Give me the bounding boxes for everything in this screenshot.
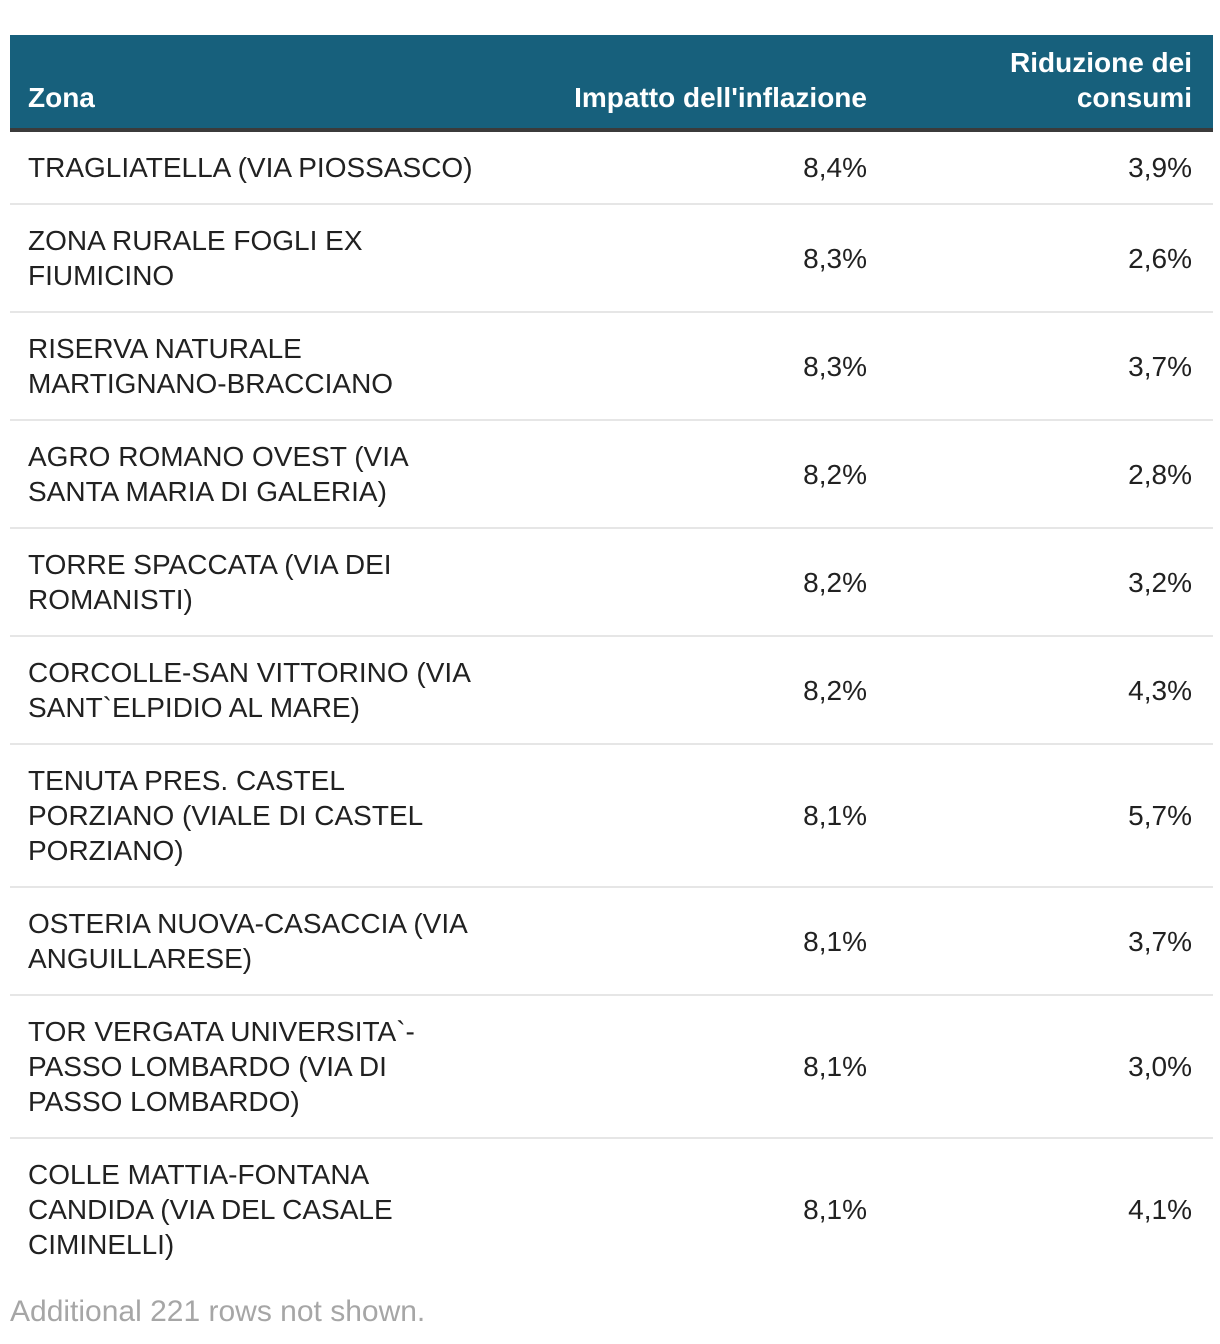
consumption-reduction-cell: 3,2% bbox=[1128, 566, 1192, 598]
zone-name-cell: OSTERIA NUOVA-CASACCIA (VIA ANGUILLARESE… bbox=[28, 908, 467, 974]
zone-name-cell: TENUTA PRES. CASTEL PORZIANO (VIALE DI C… bbox=[28, 765, 423, 866]
table-row: TORRE SPACCATA (VIA DEI ROMANISTI) 8,2% 3,… bbox=[10, 528, 1213, 636]
consumption-reduction-cell: 4,3% bbox=[1128, 674, 1192, 706]
consumption-reduction-cell: 4,1% bbox=[1128, 1194, 1192, 1225]
column-header-riduzione-consumi: Riduzione dei consumi bbox=[888, 35, 1213, 130]
zones-table: Zona Impatto dell'inflazione Riduzione d… bbox=[10, 35, 1213, 1280]
table-header-row: Zona Impatto dell'inflazione Riduzione d… bbox=[10, 35, 1213, 130]
inflation-impact-cell: 8,2% bbox=[803, 674, 867, 706]
consumption-reduction-cell: 2,8% bbox=[1128, 458, 1192, 490]
column-header-zona: Zona bbox=[10, 35, 496, 130]
inflation-impact-cell: 8,3% bbox=[803, 350, 867, 382]
table-row: OSTERIA NUOVA-CASACCIA (VIA ANGUILLARESE… bbox=[10, 887, 1213, 995]
inflation-impact-cell: 8,2% bbox=[803, 566, 867, 598]
consumption-reduction-cell: 3,9% bbox=[1128, 152, 1192, 183]
consumption-reduction-cell: 3,7% bbox=[1128, 925, 1192, 957]
zone-name-cell: CORCOLLE-SAN VITTORINO (VIA SANT`ELPIDIO… bbox=[28, 657, 470, 723]
inflation-impact-cell: 8,1% bbox=[803, 1051, 867, 1082]
table-row: ZONA RURALE FOGLI EX FIUMICINO 8,3% 2,6% bbox=[10, 204, 1213, 312]
zone-name-cell: TOR VERGATA UNIVERSITA`-PASSO LOMBARDO (… bbox=[28, 1016, 415, 1117]
consumption-reduction-cell: 2,6% bbox=[1128, 242, 1192, 274]
column-header-impatto-inflazione: Impatto dell'inflazione bbox=[496, 35, 888, 130]
table-row: CORCOLLE-SAN VITTORINO (VIA SANT`ELPIDIO… bbox=[10, 636, 1213, 744]
table-row: TRAGLIATELLA (VIA PIOSSASCO) 8,4% 3,9% bbox=[10, 130, 1213, 204]
consumption-reduction-cell: 5,7% bbox=[1128, 800, 1192, 831]
zone-name-cell: ZONA RURALE FOGLI EX FIUMICINO bbox=[28, 225, 363, 291]
inflation-impact-cell: 8,3% bbox=[803, 242, 867, 274]
table-row: TENUTA PRES. CASTEL PORZIANO (VIALE DI C… bbox=[10, 744, 1213, 887]
consumption-reduction-cell: 3,0% bbox=[1128, 1051, 1192, 1082]
zone-name-cell: AGRO ROMANO OVEST (VIA SANTA MARIA DI GA… bbox=[28, 441, 408, 507]
zone-name-cell: TRAGLIATELLA (VIA PIOSSASCO) bbox=[28, 152, 473, 183]
consumption-reduction-cell: 3,7% bbox=[1128, 350, 1192, 382]
inflation-impact-cell: 8,2% bbox=[803, 458, 867, 490]
inflation-impact-cell: 8,1% bbox=[803, 800, 867, 831]
zone-name-cell: COLLE MATTIA-FONTANA CANDIDA (VIA DEL CA… bbox=[28, 1159, 393, 1260]
table-row: TOR VERGATA UNIVERSITA`-PASSO LOMBARDO (… bbox=[10, 995, 1213, 1138]
table-row: RISERVA NATURALE MARTIGNANO-BRACCIANO 8,3… bbox=[10, 312, 1213, 420]
zone-name-cell: TORRE SPACCATA (VIA DEI ROMANISTI) bbox=[28, 549, 392, 615]
hidden-rows-note: Additional 221 rows not shown. bbox=[10, 1295, 426, 1328]
table-row: AGRO ROMANO OVEST (VIA SANTA MARIA DI GA… bbox=[10, 420, 1213, 528]
table-row: COLLE MATTIA-FONTANA CANDIDA (VIA DEL CA… bbox=[10, 1138, 1213, 1280]
table-body: TRAGLIATELLA (VIA PIOSSASCO) 8,4% 3,9% ZONA… bbox=[10, 130, 1213, 1280]
inflation-impact-cell: 8,1% bbox=[803, 925, 867, 957]
table-header: Zona Impatto dell'inflazione Riduzione d… bbox=[10, 35, 1213, 130]
inflation-impact-cell: 8,1% bbox=[803, 1194, 867, 1225]
inflation-impact-cell: 8,4% bbox=[803, 152, 867, 183]
zone-name-cell: RISERVA NATURALE MARTIGNANO-BRACCIANO bbox=[28, 333, 394, 399]
